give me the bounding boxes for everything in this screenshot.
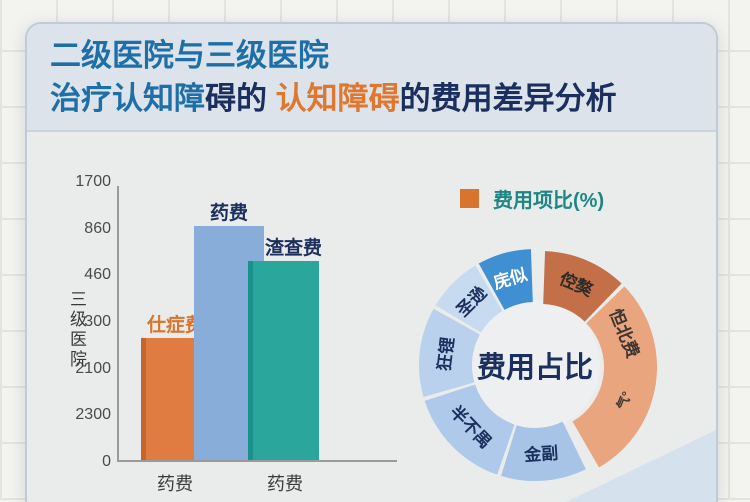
y-tick-label: 2300 xyxy=(75,406,111,424)
donut-segment-0 xyxy=(478,249,533,310)
donut-inner-circle xyxy=(470,300,600,430)
legend-label: 费用项比(%) xyxy=(493,190,605,212)
page-title-line-2: 治疗认知障碍的 认知障碍的费用差异分析 xyxy=(50,77,716,120)
bar-label-2: 渣查费 xyxy=(264,238,323,259)
donut-chart: 庑似 倥獒 怛北费 气° 金副 半不禺 狂锂 圣逊 xyxy=(395,225,675,502)
y-tick-label: 2100 xyxy=(75,359,111,377)
donut-segment-sublabel-2: 气° xyxy=(614,389,635,411)
title-block: 二级医院与三级医院 治疗认知障碍的 认知障碍的费用差异分析 xyxy=(27,24,716,132)
y-tick-label: 1700 xyxy=(75,173,111,190)
x-axis-line xyxy=(117,460,397,462)
donut-segment-label-5: 狂锂 xyxy=(434,336,458,372)
title-part-1: 碍的 xyxy=(205,81,276,116)
page-title-line-1: 二级医院与三级医院 xyxy=(50,38,329,73)
title-part-0: 治疗认知障 xyxy=(50,81,205,116)
donut-segment-label-3: 金副 xyxy=(523,443,559,465)
donut-segment-5 xyxy=(419,308,480,397)
x-category-label-0: 药费 xyxy=(157,474,193,494)
bar-label-1: 药费 xyxy=(209,203,249,224)
y-tick-label: 460 xyxy=(84,266,111,284)
donut-segment-2 xyxy=(572,286,657,468)
legend: 费用项比(%) xyxy=(460,184,604,213)
donut-segment-6 xyxy=(435,265,503,333)
title-part-3: 的费用差异分析 xyxy=(399,81,617,116)
y-axis-line xyxy=(117,186,119,460)
donut-segment-1 xyxy=(543,251,622,322)
title-part-2: 认知障碍 xyxy=(275,81,400,116)
y-tick-label: 0 xyxy=(102,453,111,470)
bar-chart-y-axis-title: 三级医院 xyxy=(67,290,86,370)
legend-swatch xyxy=(460,189,479,208)
donut-segment-3 xyxy=(501,421,586,482)
donut-center-label: 费用占比 xyxy=(476,352,594,384)
infographic-card: 二级医院与三级医院 治疗认知障碍的 认知障碍的费用差异分析 费用项比(%) 17… xyxy=(25,22,718,502)
y-tick-label: 300 xyxy=(84,313,111,330)
x-category-label-1: 药费 xyxy=(267,474,303,494)
y-tick-label: 860 xyxy=(84,219,111,237)
bar-label-0: 仕症费 xyxy=(146,315,205,336)
donut-segment-4 xyxy=(424,384,515,475)
bar-2 xyxy=(248,261,319,460)
